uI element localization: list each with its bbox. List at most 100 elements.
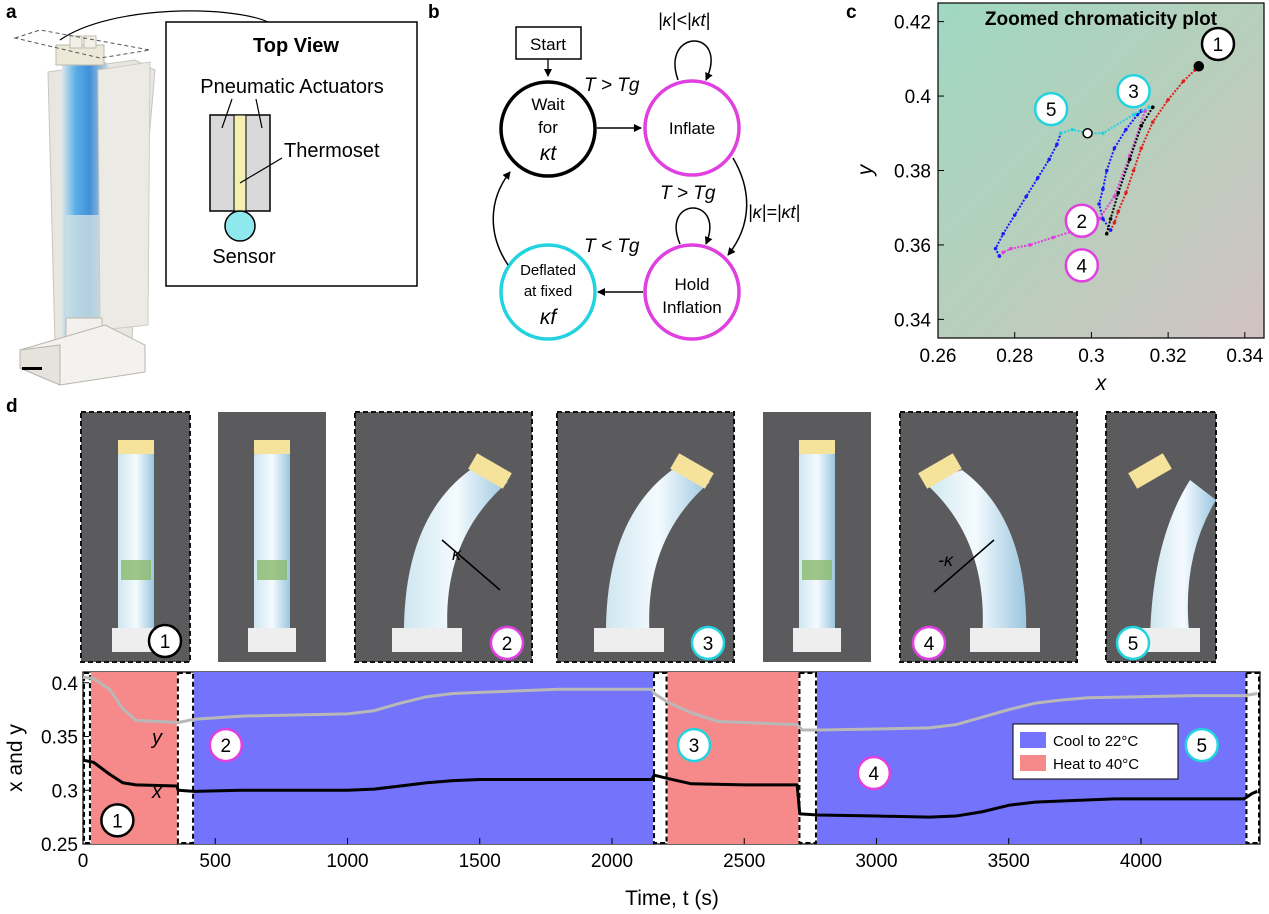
sensor-label: Sensor (212, 246, 276, 268)
panel-b: b Start Wait for κt Inflate Hold Inflati… (428, 2, 800, 341)
ts-ytick-label: 0.4 (52, 674, 79, 695)
chroma-data-point (1112, 194, 1117, 199)
chroma-badge-label: 4 (1077, 256, 1088, 277)
chroma-data-point (1055, 142, 1059, 147)
state-deflated (499, 243, 597, 341)
transition-box-4 (1245, 672, 1260, 844)
ts-xtick-label: 1500 (459, 851, 501, 872)
chroma-data-point (1035, 176, 1040, 180)
photo-1 (80, 411, 191, 663)
ts-ytick-label: 0.35 (41, 728, 78, 749)
device-photo (13, 10, 269, 386)
ts-ytick-label: 0.3 (52, 781, 78, 802)
timeseries-ticks: 0 500 1000 1500 2000 2500 3000 3500 4000 0.25 0.3 0… (41, 674, 1162, 872)
chroma-data-point (1166, 97, 1170, 102)
chroma-data-point (1131, 168, 1136, 173)
state-inflate-label: Inflate (669, 119, 715, 138)
chroma-data-point (1104, 231, 1109, 236)
thermoset-strip (233, 114, 247, 212)
state-hold (643, 243, 741, 341)
photo-badge-5-label: 5 (1128, 634, 1139, 655)
chroma-data-point (1108, 228, 1113, 232)
photo-badge-2-label: 2 (502, 634, 513, 655)
arrow-deflated-wait (492, 171, 511, 266)
ts-badge-3 (676, 727, 712, 763)
state-deflated-line2: at fixed (524, 283, 572, 300)
photo-strip: κ -κ (80, 411, 1217, 663)
ts-series-x (82, 758, 1258, 819)
panel-a: a Top View Pneumatic Actuators (6, 2, 418, 386)
panel-d: d (4, 396, 1261, 910)
chroma-data-point (1112, 220, 1117, 225)
transition-box-1 (176, 672, 195, 844)
transition-box-0 (83, 672, 91, 844)
chroma-data-point (1143, 109, 1147, 113)
chroma-badge-label: 2 (1077, 212, 1088, 233)
kappa-label: κ (452, 544, 462, 564)
state-hold-line2: Inflation (662, 298, 722, 317)
chroma-data-point (1181, 79, 1186, 83)
photo-7 (1105, 411, 1217, 663)
legend-swatch (1020, 755, 1046, 771)
chroma-data-point (1150, 105, 1155, 110)
chroma-marker-1 (1193, 61, 1205, 72)
chroma-series-4 (1104, 105, 1155, 236)
chroma-title: Zoomed chromaticity plot (985, 9, 1218, 30)
chroma-data-point (1001, 250, 1005, 255)
ts-curve-label-y: y (150, 727, 163, 749)
panel-d-label: d (6, 396, 18, 417)
chroma-data-point (1104, 168, 1109, 173)
transition-box-2 (652, 672, 668, 844)
state-inflate (643, 79, 741, 177)
legend-label: Heat to 40°C (1053, 756, 1139, 773)
chroma-ytick-label: 0.34 (894, 310, 931, 331)
chroma-data-point (1070, 127, 1075, 132)
chroma-badge-label: 5 (1046, 100, 1057, 121)
ts-xtick-label: 1000 (326, 851, 368, 872)
chroma-data-point (1097, 202, 1101, 206)
chroma-data-point (1001, 231, 1005, 236)
panel-c: c 0.26 0.28 0.3 0.32 0.34 0.34 0.36 0.38 0.4 0.42… (846, 2, 1265, 395)
photo-badges: 1 2 3 4 5 (147, 623, 1151, 661)
ts-xtick-label: 4000 (1120, 851, 1162, 872)
state-hold-line1: Hold (675, 275, 710, 294)
timeseries-legend: Cool to 22°C Heat to 40°C (1012, 723, 1179, 780)
ts-badge-label: 5 (1197, 736, 1208, 757)
chroma-data-point (1024, 194, 1029, 199)
chroma-ytick-label: 0.36 (894, 236, 931, 257)
ts-badge-1 (100, 803, 135, 838)
photo-badge-4-label: 4 (924, 634, 935, 655)
label-inflate-self: |κ|<|κt| (658, 10, 710, 30)
chroma-data-point (1124, 127, 1128, 132)
ts-badge-label: 1 (112, 811, 123, 832)
chroma-series-line (1109, 69, 1196, 231)
chroma-badge-1 (1200, 26, 1236, 62)
inset-title: Top View (253, 35, 339, 57)
chroma-badge-4 (1064, 248, 1100, 283)
chroma-data-point (1012, 213, 1017, 217)
chroma-ytick-label: 0.4 (905, 87, 932, 108)
actuators-label: Pneumatic Actuators (200, 76, 383, 98)
timeseries-ylabel: x and y (4, 724, 27, 792)
panel-b-label: b (428, 2, 440, 23)
label-inflate-hold: |κ|=|κt| (748, 202, 800, 222)
neg-kappa-label: -κ (938, 550, 954, 570)
ts-badge-2 (208, 727, 244, 763)
chroma-marker-5 (1082, 128, 1093, 139)
ts-xtick-label: 0 (78, 851, 89, 872)
chroma-series-line (1060, 106, 1150, 135)
chroma-badge-3 (1116, 73, 1151, 109)
photo-badge-3-label: 3 (703, 634, 714, 655)
timeseries-series (82, 675, 1258, 819)
photo-badge-5 (1115, 625, 1151, 661)
ts-ytick-label: 0.25 (41, 835, 78, 856)
ts-curve-label-x: x (151, 781, 163, 803)
chroma-xlabel: x (1095, 372, 1108, 395)
photo-6 (899, 411, 1078, 663)
photo-5 (763, 412, 871, 662)
chroma-data-point (1116, 191, 1121, 195)
chroma-xtick-label: 0.3 (1078, 346, 1104, 367)
chroma-data-point (1150, 120, 1155, 124)
legend-label: Cool to 22°C (1053, 733, 1138, 750)
